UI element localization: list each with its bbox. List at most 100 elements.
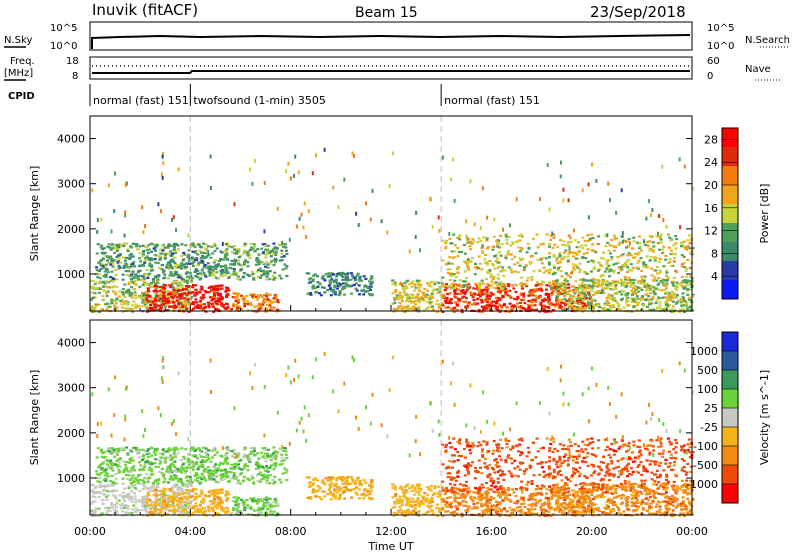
data-cell <box>243 260 247 263</box>
data-cell <box>627 279 631 282</box>
data-cell <box>513 297 516 300</box>
data-cell <box>656 272 660 275</box>
data-cell <box>145 302 149 305</box>
data-cell <box>172 512 176 515</box>
data-cell <box>143 495 147 498</box>
data-cell <box>689 304 693 307</box>
data-cell <box>392 151 395 156</box>
data-cell <box>653 259 657 262</box>
data-cell <box>158 508 162 511</box>
data-cell <box>127 474 131 477</box>
data-cell <box>272 468 276 471</box>
data-cell <box>465 264 469 267</box>
data-cell <box>212 465 216 468</box>
data-cell <box>154 453 158 456</box>
data-cell <box>150 250 154 253</box>
data-cell <box>429 281 433 284</box>
data-cell <box>101 498 105 501</box>
data-cell <box>252 278 256 281</box>
data-cell <box>469 248 473 251</box>
data-cell <box>586 302 590 305</box>
data-cell <box>546 163 549 167</box>
data-cell <box>608 244 612 247</box>
data-cell <box>625 298 628 301</box>
data-cell <box>388 184 391 189</box>
data-cell <box>506 294 510 297</box>
data-cell <box>109 452 113 455</box>
data-cell <box>447 262 451 265</box>
data-cell <box>156 465 160 469</box>
data-cell <box>235 248 239 251</box>
data-cell <box>189 280 193 284</box>
data-cell <box>147 248 151 251</box>
data-cell <box>166 501 170 504</box>
data-cell <box>469 291 473 294</box>
data-cell <box>251 500 255 503</box>
data-cell <box>342 282 346 285</box>
data-cell <box>656 241 660 245</box>
data-cell <box>339 283 343 286</box>
data-cell <box>246 477 250 480</box>
data-cell <box>391 302 395 305</box>
data-cell <box>398 301 402 304</box>
data-cell <box>237 496 241 499</box>
data-cell <box>581 246 585 250</box>
data-cell <box>124 495 128 498</box>
data-cell <box>95 266 99 269</box>
data-cell <box>265 512 268 515</box>
data-cell <box>233 248 237 251</box>
data-cell <box>253 158 256 163</box>
data-cell <box>637 235 641 238</box>
data-cell <box>136 479 140 482</box>
data-cell <box>446 272 450 275</box>
data-cell <box>133 265 137 268</box>
data-cell <box>161 175 164 180</box>
data-cell <box>655 309 658 312</box>
data-cell <box>404 310 407 313</box>
data-cell <box>496 284 500 287</box>
data-cell <box>441 239 445 242</box>
data-cell <box>599 256 603 260</box>
data-cell <box>486 270 490 273</box>
data-cell <box>241 297 245 300</box>
data-cell <box>144 305 148 308</box>
data-cell <box>672 280 676 283</box>
data-cell <box>115 285 119 288</box>
data-cell <box>548 252 552 255</box>
data-cell <box>608 275 612 278</box>
data-cell <box>113 508 117 511</box>
data-cell <box>150 259 154 262</box>
data-cell <box>539 283 543 286</box>
data-cell <box>615 280 619 283</box>
data-cell <box>183 457 187 460</box>
data-cell <box>669 296 673 299</box>
data-cell <box>232 496 236 499</box>
data-cell <box>199 508 203 511</box>
data-cell <box>207 265 211 268</box>
data-cell <box>593 292 597 295</box>
data-cell <box>463 284 466 287</box>
data-cell <box>153 462 157 465</box>
data-cell <box>590 233 594 236</box>
data-cell <box>161 495 165 498</box>
data-cell <box>455 267 459 270</box>
data-cell <box>269 260 273 263</box>
data-cell <box>175 279 179 282</box>
data-cell <box>449 307 453 310</box>
data-cell <box>176 273 180 276</box>
data-cell <box>192 506 195 510</box>
data-cell <box>98 464 102 467</box>
data-cell <box>191 505 195 508</box>
data-cell <box>647 308 651 311</box>
data-cell <box>145 506 149 509</box>
data-cell <box>188 497 192 500</box>
data-cell <box>661 296 665 299</box>
data-cell <box>214 506 218 509</box>
data-cell <box>366 286 370 290</box>
data-cell <box>159 252 163 255</box>
data-cell <box>216 489 220 492</box>
data-cell <box>97 473 101 477</box>
data-cell <box>129 470 133 474</box>
data-cell <box>585 285 589 288</box>
data-cell <box>507 310 511 313</box>
